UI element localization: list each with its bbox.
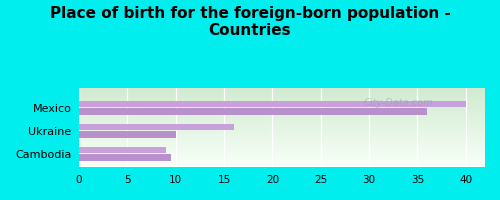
Bar — [79, 150, 485, 151]
Bar — [79, 109, 485, 110]
Bar — [79, 153, 485, 154]
Bar — [79, 104, 485, 105]
Bar — [79, 140, 485, 141]
Bar — [79, 138, 485, 139]
Bar — [79, 146, 485, 147]
Bar — [79, 123, 485, 124]
Bar — [79, 113, 485, 114]
Bar — [79, 166, 485, 167]
Bar — [79, 124, 485, 125]
Bar — [79, 156, 485, 157]
Bar — [79, 144, 485, 145]
Bar — [79, 162, 485, 163]
Bar — [79, 99, 485, 100]
Bar — [79, 129, 485, 130]
Bar — [79, 149, 485, 150]
Bar — [79, 108, 485, 109]
Bar — [79, 101, 466, 107]
Bar — [79, 139, 485, 140]
Bar — [79, 103, 485, 104]
Bar — [79, 127, 485, 128]
Bar — [79, 128, 485, 129]
Bar — [79, 100, 485, 101]
Bar — [79, 130, 485, 131]
Bar — [79, 107, 485, 108]
Bar — [79, 108, 427, 115]
Bar — [79, 120, 485, 121]
Bar — [79, 114, 485, 115]
Bar — [79, 102, 485, 103]
Bar — [79, 132, 485, 133]
Bar — [79, 151, 485, 152]
Bar — [79, 126, 485, 127]
Text: Place of birth for the foreign-born population -
Countries: Place of birth for the foreign-born popu… — [50, 6, 450, 38]
Bar — [79, 110, 485, 111]
Bar — [79, 152, 485, 153]
Bar — [79, 160, 485, 161]
Bar — [79, 136, 485, 137]
Bar — [79, 161, 485, 162]
Bar — [79, 131, 485, 132]
Bar — [79, 90, 485, 91]
Bar — [79, 164, 485, 165]
Bar — [79, 142, 485, 143]
Bar — [79, 135, 485, 136]
Bar — [79, 112, 485, 113]
Bar — [79, 96, 485, 97]
Bar — [79, 133, 485, 134]
Bar — [79, 124, 234, 130]
Bar — [79, 88, 485, 89]
Bar — [79, 115, 485, 116]
Bar — [79, 148, 485, 149]
Bar — [79, 158, 485, 159]
Bar — [79, 157, 485, 158]
Bar — [79, 93, 485, 94]
Bar — [79, 131, 176, 138]
Bar — [79, 118, 485, 119]
Bar — [79, 125, 485, 126]
Bar — [79, 95, 485, 96]
Bar — [79, 98, 485, 99]
Bar — [79, 154, 171, 161]
Bar — [79, 101, 485, 102]
Bar — [79, 122, 485, 123]
Bar — [79, 154, 485, 155]
Bar — [79, 117, 485, 118]
Bar — [79, 97, 485, 98]
Bar — [79, 147, 485, 148]
Bar — [79, 92, 485, 93]
Bar — [79, 94, 485, 95]
Bar — [79, 134, 485, 135]
Bar — [79, 105, 485, 106]
Bar — [79, 89, 485, 90]
Bar — [79, 111, 485, 112]
Bar — [79, 143, 485, 144]
Bar — [79, 159, 485, 160]
Bar — [79, 145, 485, 146]
Bar — [79, 137, 485, 138]
Bar — [79, 165, 485, 166]
Bar — [79, 141, 485, 142]
Text: City-Data.com: City-Data.com — [363, 98, 433, 108]
Bar — [79, 155, 485, 156]
Bar — [79, 121, 485, 122]
Bar — [79, 147, 166, 153]
Bar — [79, 163, 485, 164]
Bar — [79, 91, 485, 92]
Bar — [79, 116, 485, 117]
Bar — [79, 119, 485, 120]
Bar — [79, 106, 485, 107]
